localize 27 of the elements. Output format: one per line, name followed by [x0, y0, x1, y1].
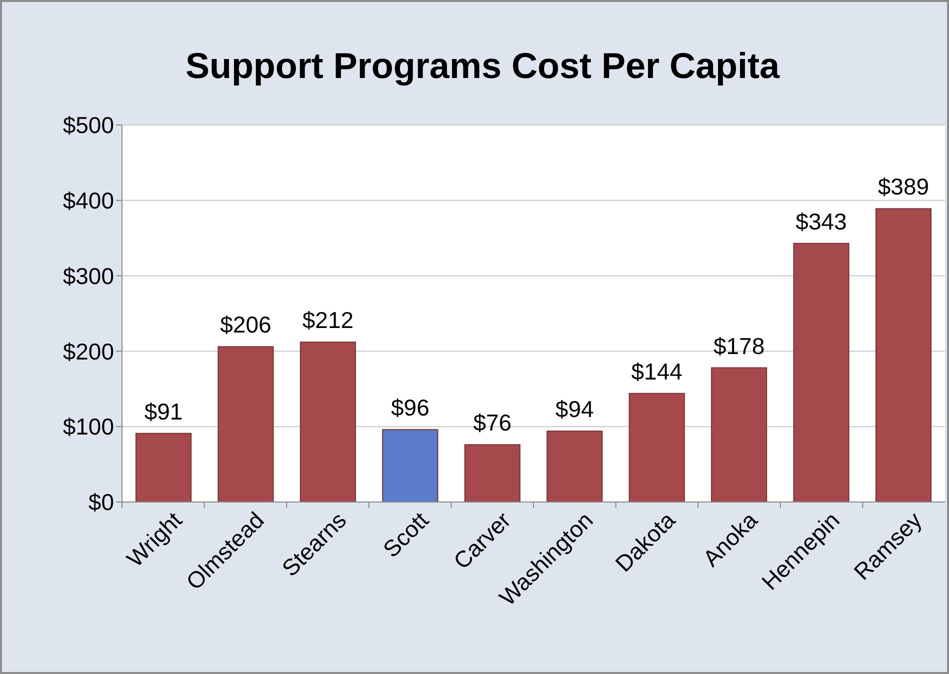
- data-label: $144: [631, 358, 683, 384]
- data-label: $389: [878, 174, 930, 200]
- data-label: $178: [713, 332, 765, 359]
- y-tick-label: $300: [62, 262, 114, 289]
- chart-title: Support Programs Cost Per Capita: [185, 45, 781, 86]
- bar: [875, 208, 932, 502]
- data-label: $76: [473, 410, 512, 436]
- bar: [300, 342, 356, 502]
- data-label: $206: [220, 312, 272, 338]
- data-label: $91: [144, 398, 183, 424]
- data-label: $212: [302, 307, 354, 334]
- bar: [546, 430, 603, 502]
- data-label: $343: [796, 208, 847, 234]
- data-label: $96: [390, 394, 430, 421]
- bar: [464, 444, 520, 502]
- bar: [135, 432, 192, 502]
- y-tick-label: $0: [88, 489, 114, 516]
- bar: [628, 392, 685, 502]
- y-tick-label: $400: [62, 187, 114, 214]
- bar: [793, 242, 850, 502]
- y-tick-label: $500: [62, 112, 114, 138]
- data-label: $94: [555, 396, 594, 422]
- bar: [218, 346, 274, 502]
- y-tick-label: $200: [62, 338, 114, 364]
- bar: [711, 367, 768, 502]
- bar: [382, 429, 438, 502]
- y-tick-label: $100: [62, 414, 114, 440]
